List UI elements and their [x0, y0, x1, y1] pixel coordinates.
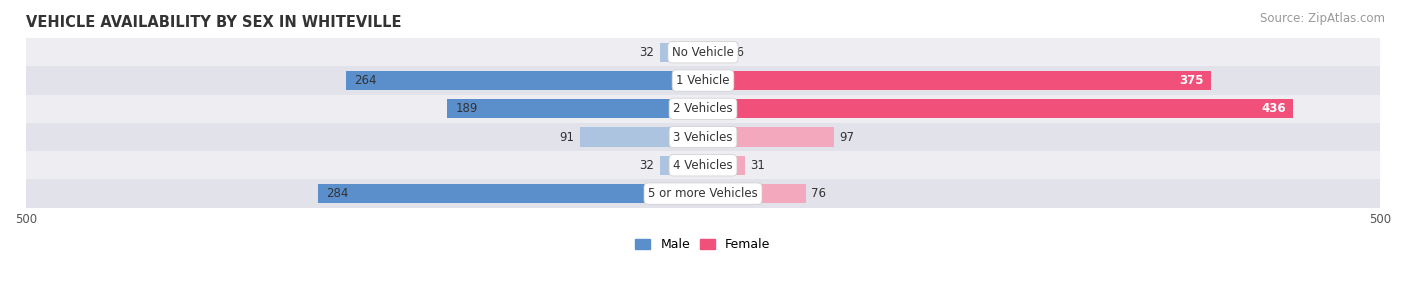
Bar	[346, 71, 703, 90]
Bar	[579, 127, 703, 147]
Bar	[703, 43, 724, 62]
Text: 16: 16	[730, 46, 745, 59]
Text: Source: ZipAtlas.com: Source: ZipAtlas.com	[1260, 12, 1385, 25]
Bar	[27, 38, 1379, 66]
Text: 436: 436	[1263, 102, 1286, 115]
Text: 91: 91	[560, 131, 575, 144]
Text: VEHICLE AVAILABILITY BY SEX IN WHITEVILLE: VEHICLE AVAILABILITY BY SEX IN WHITEVILL…	[27, 15, 402, 30]
Text: No Vehicle: No Vehicle	[672, 46, 734, 59]
Bar	[703, 71, 1211, 90]
Bar	[27, 66, 1379, 95]
Text: 375: 375	[1180, 74, 1204, 87]
Text: 284: 284	[326, 187, 349, 200]
Text: 3 Vehicles: 3 Vehicles	[673, 131, 733, 144]
Bar	[447, 99, 703, 118]
Bar	[27, 151, 1379, 179]
Bar	[27, 95, 1379, 123]
Bar	[27, 123, 1379, 151]
Bar	[659, 43, 703, 62]
Text: 32: 32	[640, 46, 654, 59]
Text: 1 Vehicle: 1 Vehicle	[676, 74, 730, 87]
Bar	[703, 127, 834, 147]
Text: 32: 32	[640, 159, 654, 172]
Text: 2 Vehicles: 2 Vehicles	[673, 102, 733, 115]
Text: 76: 76	[811, 187, 827, 200]
Text: 4 Vehicles: 4 Vehicles	[673, 159, 733, 172]
Bar	[319, 184, 703, 203]
Bar	[703, 184, 806, 203]
Bar	[703, 99, 1294, 118]
Legend: Male, Female: Male, Female	[636, 238, 770, 251]
Text: 31: 31	[751, 159, 765, 172]
Text: 97: 97	[839, 131, 855, 144]
Bar	[659, 156, 703, 175]
Bar	[27, 179, 1379, 208]
Text: 264: 264	[354, 74, 377, 87]
Text: 5 or more Vehicles: 5 or more Vehicles	[648, 187, 758, 200]
Bar	[703, 156, 745, 175]
Text: 189: 189	[456, 102, 478, 115]
